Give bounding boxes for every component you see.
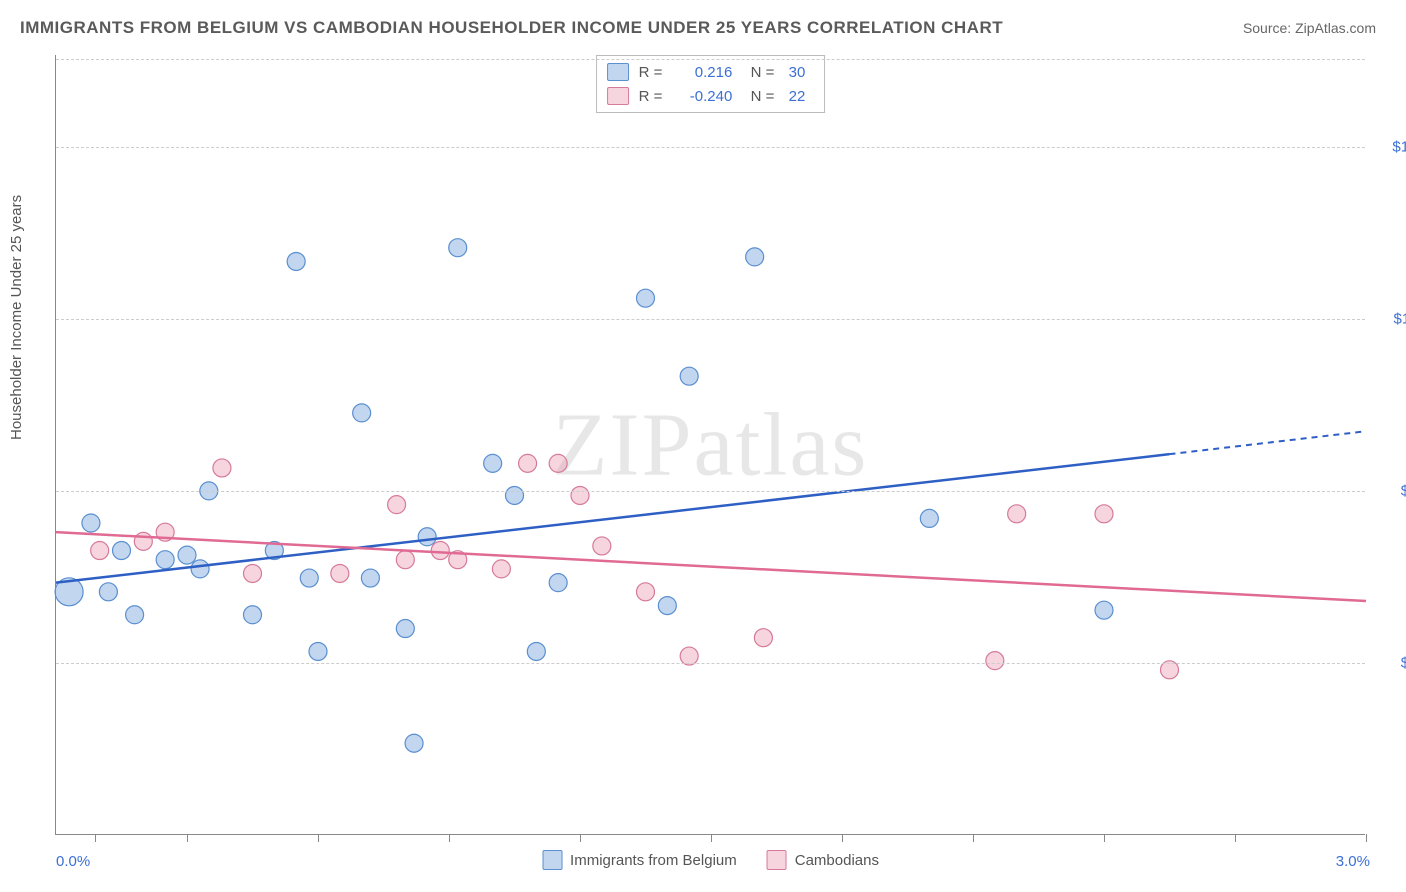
- gridline: [56, 59, 1365, 60]
- legend-label: Cambodians: [795, 852, 879, 869]
- scatter-point: [593, 537, 611, 555]
- scatter-point: [287, 252, 305, 270]
- chart-title: IMMIGRANTS FROM BELGIUM VS CAMBODIAN HOU…: [20, 18, 1003, 38]
- legend-swatch: [542, 850, 562, 870]
- scatter-point: [658, 597, 676, 615]
- scatter-point: [396, 551, 414, 569]
- x-tick: [449, 834, 450, 842]
- scatter-point: [637, 289, 655, 307]
- legend-item: Immigrants from Belgium: [542, 850, 737, 870]
- x-tick: [187, 834, 188, 842]
- scatter-point: [244, 606, 262, 624]
- legend-n-value: 30: [784, 64, 814, 81]
- scatter-point: [484, 454, 502, 472]
- legend-item: Cambodians: [767, 850, 879, 870]
- scatter-point: [134, 532, 152, 550]
- legend-n-label: N =: [742, 64, 774, 81]
- legend-r-label: R =: [639, 88, 663, 105]
- scatter-point: [571, 486, 589, 504]
- x-tick: [1104, 834, 1105, 842]
- scatter-point: [519, 454, 537, 472]
- x-tick-max: 3.0%: [1336, 853, 1370, 870]
- legend-n-value: 22: [784, 88, 814, 105]
- legend-r-label: R =: [639, 64, 663, 81]
- scatter-point: [418, 528, 436, 546]
- source-attribution: Source: ZipAtlas.com: [1243, 20, 1376, 36]
- scatter-point: [82, 514, 100, 532]
- y-tick-label: $112,500: [1375, 310, 1406, 327]
- scatter-point: [549, 454, 567, 472]
- legend-swatch: [767, 850, 787, 870]
- scatter-point: [746, 248, 764, 266]
- scatter-point: [99, 583, 117, 601]
- scatter-point: [331, 564, 349, 582]
- y-axis-label: Householder Income Under 25 years: [8, 195, 25, 440]
- scatter-point: [91, 542, 109, 560]
- correlation-legend: R = 0.216 N = 30 R = -0.240 N = 22: [596, 55, 826, 113]
- scatter-point: [449, 239, 467, 257]
- scatter-point: [754, 629, 772, 647]
- scatter-point: [353, 404, 371, 422]
- x-tick: [973, 834, 974, 842]
- legend-swatch: [607, 87, 629, 105]
- y-tick-label: $150,000: [1375, 138, 1406, 155]
- series-legend: Immigrants from Belgium Cambodians: [542, 850, 879, 870]
- gridline: [56, 663, 1365, 664]
- x-tick: [95, 834, 96, 842]
- scatter-point: [213, 459, 231, 477]
- scatter-point: [244, 564, 262, 582]
- correlation-legend-row: R = 0.216 N = 30: [607, 60, 815, 84]
- legend-swatch: [607, 63, 629, 81]
- trend-line-extrapolated: [1170, 431, 1367, 454]
- x-tick: [580, 834, 581, 842]
- gridline: [56, 147, 1365, 148]
- scatter-point: [178, 546, 196, 564]
- scatter-point: [637, 583, 655, 601]
- x-tick: [1235, 834, 1236, 842]
- plot-area: ZIPatlas R =0.216 N = 30R =-0.240 N = 22…: [55, 55, 1365, 835]
- scatter-point: [986, 652, 1004, 670]
- scatter-point: [506, 486, 524, 504]
- legend-r-value: 0.216: [672, 64, 732, 81]
- scatter-point: [388, 496, 406, 514]
- gridline: [56, 491, 1365, 492]
- scatter-point: [113, 542, 131, 560]
- legend-label: Immigrants from Belgium: [570, 852, 737, 869]
- scatter-point: [300, 569, 318, 587]
- x-tick-min: 0.0%: [56, 853, 90, 870]
- legend-r-value: -0.240: [672, 88, 732, 105]
- legend-n-label: N =: [742, 88, 774, 105]
- y-tick-label: $37,500: [1375, 654, 1406, 671]
- x-tick: [318, 834, 319, 842]
- scatter-point: [680, 367, 698, 385]
- y-tick-label: $75,000: [1375, 482, 1406, 499]
- scatter-point: [156, 551, 174, 569]
- scatter-point: [396, 620, 414, 638]
- scatter-point: [920, 509, 938, 527]
- scatter-point: [191, 560, 209, 578]
- gridline: [56, 319, 1365, 320]
- scatter-point: [1008, 505, 1026, 523]
- scatter-point: [431, 542, 449, 560]
- scatter-point: [1095, 601, 1113, 619]
- scatter-point: [527, 642, 545, 660]
- correlation-legend-row: R = -0.240 N = 22: [607, 84, 815, 108]
- chart-svg: [56, 55, 1365, 834]
- scatter-point: [309, 642, 327, 660]
- scatter-point: [361, 569, 379, 587]
- scatter-point: [126, 606, 144, 624]
- x-tick: [842, 834, 843, 842]
- scatter-point: [405, 734, 423, 752]
- scatter-point: [1095, 505, 1113, 523]
- scatter-point: [492, 560, 510, 578]
- x-tick: [711, 834, 712, 842]
- scatter-point: [549, 574, 567, 592]
- x-tick: [1366, 834, 1367, 842]
